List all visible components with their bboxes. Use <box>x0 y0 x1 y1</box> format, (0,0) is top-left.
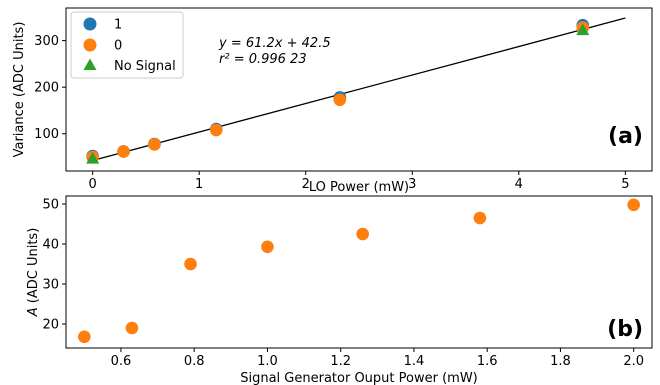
x-tick-label: 1 <box>195 177 203 192</box>
data-points-b <box>78 198 640 344</box>
data-point-series-1 <box>117 145 130 158</box>
x-tick-label: 0 <box>88 177 96 192</box>
legend-box <box>70 11 184 79</box>
legend-label-no-signal: No Signal <box>114 59 176 74</box>
y-axis-title-b-unit: (ADC Units) <box>26 228 41 308</box>
y-tick-label: 200 <box>34 81 59 96</box>
data-point-b <box>125 321 139 335</box>
data-point-b <box>184 257 197 271</box>
panel-label-a: (a) <box>608 124 643 149</box>
x-tick-label: 4 <box>515 177 523 192</box>
panel-label-b: (b) <box>607 317 643 342</box>
panel-b: 0.6 0.8 1.0 1.2 1.4 1.6 1.8 2.0 20 30 40 50 Signal… <box>26 195 653 385</box>
y-tick-label: 30 <box>42 278 59 293</box>
y-tick-label: 50 <box>42 198 59 213</box>
legend-label-1: 1 <box>114 18 122 33</box>
panel-a: 0 1 2 3 4 5 100 200 300 LO Power (mW) Variance … <box>12 7 653 195</box>
x-tick-label: 1.6 <box>477 354 498 369</box>
y-tick-label: 300 <box>34 34 59 49</box>
y-ticks-a: 100 200 300 <box>34 34 66 142</box>
x-tick-label: 1.2 <box>330 354 351 369</box>
fit-line <box>92 17 626 162</box>
x-tick-label: 5 <box>621 177 629 192</box>
data-point-b <box>261 240 274 254</box>
x-tick-label: 2 <box>302 177 310 192</box>
fit-equation: y = 61.2x + 42.5 <box>218 36 331 51</box>
y-tick-label: 100 <box>34 127 59 142</box>
plot-frame-b <box>65 195 653 349</box>
x-tick-label: 2.0 <box>623 354 644 369</box>
y-tick-label: 20 <box>42 318 59 333</box>
legend-marker-0 <box>83 38 97 52</box>
data-point-series-1 <box>209 123 223 137</box>
x-tick-label: 1.8 <box>550 354 571 369</box>
legend-marker-1 <box>83 17 97 31</box>
y-axis-title-a: Variance (ADC Units) <box>12 22 27 158</box>
y-axis-title-b: A (ADC Units) <box>26 228 41 318</box>
data-point-b <box>356 227 369 241</box>
y-tick-label: 40 <box>42 238 59 253</box>
x-tick-label: 1.0 <box>257 354 278 369</box>
fit-r-squared: r² = 0.996 23 <box>219 52 307 67</box>
data-point-series-1 <box>148 138 161 151</box>
x-axis-title-a: LO Power (mW) <box>309 180 409 195</box>
x-axis-title-b: Signal Generator Ouput Power (mW) <box>240 371 478 385</box>
legend-marker-no-signal <box>83 58 97 70</box>
data-point-b <box>78 330 91 344</box>
legend-label-0: 0 <box>114 39 122 54</box>
x-tick-label: 0.8 <box>184 354 205 369</box>
data-point-b <box>627 198 640 212</box>
x-ticks-a: 0 1 2 3 4 5 <box>88 171 630 192</box>
data-point-series-1 <box>333 93 347 107</box>
plot-frame-a <box>65 7 653 172</box>
data-point-series-2 <box>86 151 100 164</box>
y-axis-title-b-label: A <box>26 307 41 317</box>
legend: 1 0 No Signal <box>70 11 184 79</box>
x-tick-label: 1.4 <box>404 354 425 369</box>
y-ticks-b: 20 30 40 50 <box>42 198 66 333</box>
data-points-a <box>86 18 590 164</box>
x-ticks-b: 0.6 0.8 1.0 1.2 1.4 1.6 1.8 2.0 <box>111 348 644 369</box>
x-tick-label: 0.6 <box>111 354 132 369</box>
fit-line-a <box>92 17 626 162</box>
data-point-b <box>473 211 487 225</box>
data-point-series-2 <box>576 23 590 36</box>
x-tick-label: 3 <box>408 177 416 192</box>
